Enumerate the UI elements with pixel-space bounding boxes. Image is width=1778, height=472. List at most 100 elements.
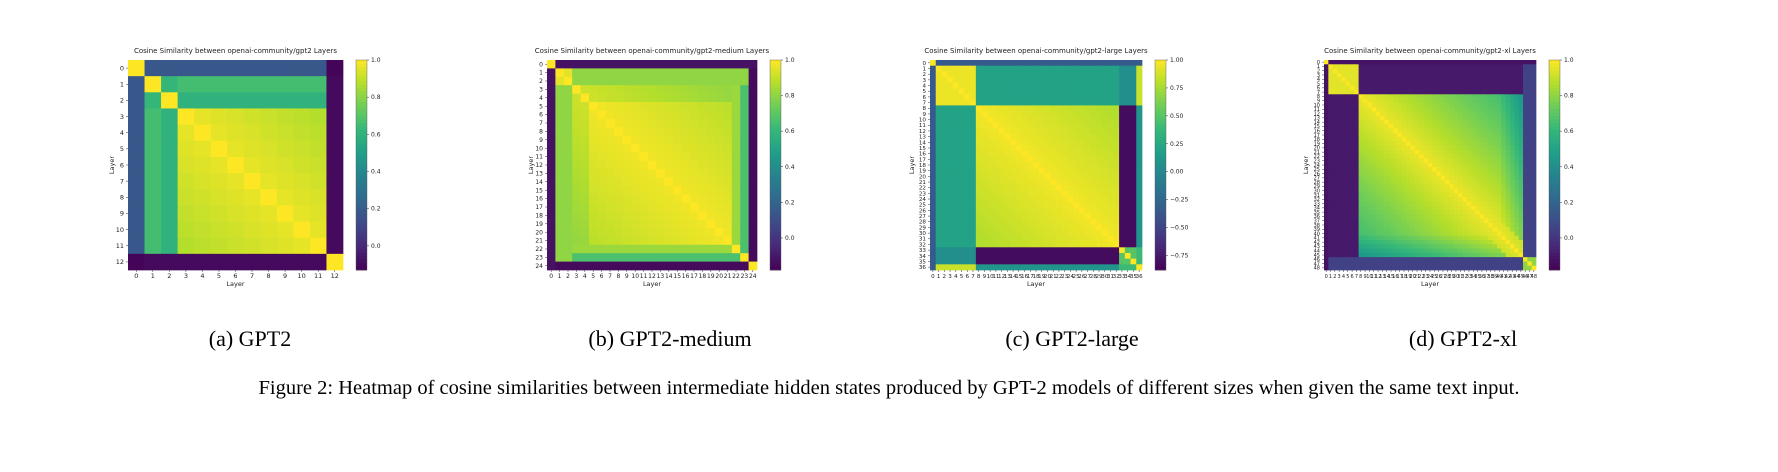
heatmap-cell	[1505, 154, 1511, 159]
heatmap-cell	[1388, 77, 1394, 82]
heatmap-cell	[1501, 244, 1507, 249]
heatmap-cell	[1449, 257, 1455, 262]
heatmap-cell	[1440, 205, 1446, 211]
heatmap-cell	[1061, 128, 1068, 135]
heatmap-cell	[941, 201, 948, 208]
heatmap-cell	[1419, 227, 1424, 232]
heatmap-cell	[1527, 120, 1533, 125]
heatmap-cell	[210, 156, 228, 174]
heatmap-cell	[1488, 222, 1494, 228]
heatmap-cell	[731, 110, 741, 120]
heatmap-cell	[1484, 240, 1489, 245]
heatmap-cell	[1056, 241, 1063, 248]
heatmap-cell	[731, 60, 741, 69]
heatmap-cell	[1027, 99, 1034, 106]
heatmap-cell	[958, 224, 965, 231]
heatmap-cell	[1501, 77, 1507, 82]
heatmap-cell	[958, 94, 965, 101]
y-tick-label: 35	[919, 259, 927, 265]
heatmap-cell	[1078, 128, 1086, 135]
heatmap-cell	[580, 194, 590, 204]
heatmap-cell	[1462, 222, 1468, 228]
heatmap-cell	[1505, 115, 1511, 121]
heatmap-cell	[1432, 171, 1437, 177]
heatmap-cell	[1015, 99, 1023, 106]
heatmap-cell	[1445, 111, 1450, 117]
heatmap-cell	[1341, 171, 1346, 177]
heatmap-cell	[1501, 175, 1507, 181]
heatmap-cell	[981, 156, 988, 163]
heatmap-cell	[1371, 252, 1377, 258]
heatmap-cell	[970, 258, 977, 265]
heatmap-cell	[1397, 227, 1403, 232]
heatmap-cell	[1375, 90, 1381, 95]
heatmap-cell	[664, 110, 674, 120]
heatmap-cell	[715, 85, 724, 94]
heatmap-cell	[993, 190, 1000, 197]
heatmap-cell	[1067, 190, 1074, 197]
heatmap-cell	[1458, 64, 1463, 69]
heatmap-cell	[1423, 124, 1429, 129]
heatmap-cell	[981, 162, 988, 169]
heatmap-cell	[1354, 98, 1359, 104]
heatmap-cell	[1475, 102, 1481, 108]
heatmap-cell	[1101, 179, 1108, 186]
heatmap-cell	[1488, 137, 1494, 142]
heatmap-cell	[664, 236, 674, 246]
heatmap-cell	[947, 145, 954, 152]
heatmap-cell	[563, 144, 573, 153]
heatmap-cell	[1130, 184, 1137, 191]
heatmap-cell	[1406, 205, 1411, 211]
heatmap-cell	[580, 202, 590, 212]
heatmap-cell	[935, 173, 942, 180]
heatmap-cell	[1336, 115, 1342, 121]
heatmap-cell	[1371, 248, 1377, 254]
heatmap-cell	[1130, 82, 1137, 89]
colorbar-segment	[770, 228, 781, 232]
heatmap-cell	[1501, 180, 1507, 185]
heatmap-cell	[1345, 124, 1351, 129]
heatmap-cell	[639, 186, 649, 195]
heatmap-cell	[1090, 150, 1097, 157]
heatmap-cell	[1056, 190, 1063, 197]
heatmap-cell	[748, 144, 758, 153]
heatmap-cell	[1328, 162, 1334, 168]
heatmap-cell	[622, 211, 632, 220]
heatmap-cell	[1471, 158, 1476, 164]
heatmap-cell	[947, 179, 954, 186]
heatmap-cell	[1514, 115, 1520, 121]
heatmap-cell	[1380, 141, 1385, 147]
heatmap-cell	[1061, 65, 1068, 72]
heatmap-cell	[958, 218, 965, 225]
heatmap-cell	[1497, 132, 1502, 138]
heatmap-cell	[1362, 162, 1368, 168]
heatmap-cell	[689, 144, 699, 153]
x-axis-label: Layer	[1027, 280, 1045, 288]
heatmap-cell	[1401, 145, 1407, 151]
heatmap-cell	[1527, 248, 1533, 254]
heatmap-cell	[1514, 192, 1520, 198]
heatmap-cell	[1358, 188, 1364, 194]
colorbar-segment	[770, 88, 781, 92]
heatmap-cell	[631, 186, 640, 195]
heatmap-cell	[1021, 150, 1028, 157]
heatmap-cell	[1488, 150, 1494, 155]
heatmap-cell	[580, 144, 590, 153]
heatmap-cell	[1488, 85, 1494, 91]
x-tick-label: 12	[648, 273, 656, 280]
heatmap-cell	[1056, 264, 1063, 271]
heatmap-cell	[1505, 244, 1511, 249]
heatmap-cell	[227, 173, 245, 190]
heatmap-cell	[1061, 139, 1068, 146]
heatmap-cell	[1531, 94, 1537, 99]
heatmap-cell	[1501, 162, 1507, 168]
x-tick-label: 14	[1010, 274, 1018, 280]
heatmap-cell	[1328, 218, 1334, 224]
heatmap-cell	[1436, 154, 1442, 159]
heatmap-cell	[1010, 71, 1017, 78]
heatmap-cell	[1101, 82, 1108, 89]
heatmap-cell	[1078, 196, 1086, 203]
heatmap-cell	[1119, 230, 1126, 237]
heatmap-cell	[1449, 201, 1455, 207]
heatmap-cell	[1488, 231, 1494, 237]
